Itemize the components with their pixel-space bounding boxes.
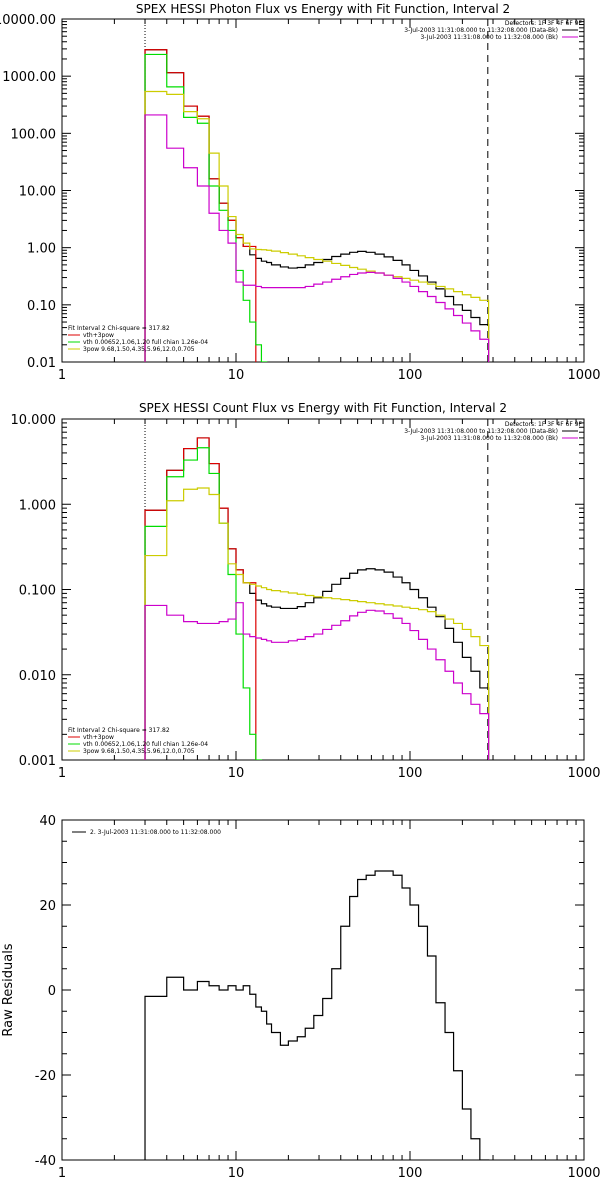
y-tick-label: 0 [48, 984, 56, 999]
top-legend-text: 3-Jul-2003 11:31:08.000 to 11:32:08.000 … [404, 27, 558, 34]
count-flux-panel: SPEX HESSI Count Flux vs Energy with Fit… [11, 401, 600, 781]
x-tick-label: 10 [228, 368, 245, 383]
series-line-c000000 [144, 437, 490, 760]
y-tick-label: 40 [39, 814, 56, 829]
x-tick-label: 1 [58, 1166, 66, 1181]
top-legend-text: 3-Jul-2003 11:31:08.000 to 11:32:08.000 … [420, 435, 558, 442]
x-tick-label: 10 [228, 766, 245, 781]
series-line-ccc00cc [144, 602, 490, 760]
count-flux-title: SPEX HESSI Count Flux vs Energy with Fit… [139, 401, 507, 415]
fit-legend-text: 3pow 9.68,1.50,4.35,5.96,12.0,0.705 [83, 748, 195, 755]
fit-legend-text: Fit Interval 2 Chi-square = 317.82 [68, 325, 170, 332]
y-tick-label: 0.010 [19, 669, 56, 684]
fit-legend-text: vth+3pow [83, 332, 114, 339]
top-legend-text: 3-Jul-2003 11:31:08.000 to 11:32:08.000 … [420, 34, 558, 41]
x-tick-label: 1000 [567, 368, 600, 383]
y-tick-label: 0.001 [19, 754, 56, 769]
x-tick-label: 100 [398, 1166, 423, 1181]
series-line-ccc00cc [144, 114, 490, 362]
top-legend-text: Detectors: 1F 3F 4F 6F 9F [505, 421, 583, 428]
y-tick-label: -40 [35, 1154, 56, 1169]
top-legend-text: Detectors: 1F 3F 4F 6F 9F [505, 20, 583, 27]
series-line-c00dd00 [144, 447, 263, 760]
x-tick-label: 100 [398, 766, 423, 781]
y-tick-label: 10000.00 [0, 13, 56, 28]
series-line-ccccc00 [144, 487, 490, 760]
fit-legend-text: vth 0.00652,1.06,1.20 full chian 1.26e-0… [83, 339, 208, 346]
photon-flux-title: SPEX HESSI Photon Flux vs Energy with Fi… [136, 2, 510, 16]
residuals-y-axis-label: Raw Residuals [1, 943, 16, 1036]
residuals-panel: Raw Residuals 1 10 100 1000 -40 -20 0 20 40 2. 3… [1, 814, 600, 1181]
series-line-c000000 [144, 49, 490, 362]
count-flux-plot-frame [61, 418, 585, 761]
y-tick-label: -20 [35, 1069, 56, 1084]
x-tick-label: 100 [398, 368, 423, 383]
y-tick-label: 1.00 [27, 242, 56, 257]
series-line-c00dd00 [144, 53, 268, 362]
fit-legend-text: 3pow 9.68,1.50,4.35,5.96,12.0,0.705 [83, 346, 195, 353]
y-tick-label: 10.00 [19, 185, 56, 200]
y-tick-label: 1.000 [19, 498, 56, 513]
y-tick-label: 0.100 [19, 584, 56, 599]
x-tick-label: 1000 [567, 766, 600, 781]
series-line-ccccc00 [144, 90, 490, 362]
residuals-plot-frame [61, 819, 585, 1161]
fit-legend-text: vth 0.00652,1.06,1.20 full chian 1.26e-0… [83, 741, 208, 748]
x-tick-label: 1 [58, 368, 66, 383]
photon-flux-plot-frame [61, 18, 585, 363]
y-tick-label: 100.00 [11, 127, 57, 142]
x-tick-label: 10 [228, 1166, 245, 1181]
y-tick-label: 0.10 [27, 299, 56, 314]
residuals-legend-text: 2. 3-Jul-2003 11:31:08.000 to 11:32:08.0… [90, 829, 221, 836]
top-legend-text: 3-Jul-2003 11:31:08.000 to 11:32:08.000 … [404, 428, 558, 435]
fit-legend-text: vth+3pow [83, 734, 114, 741]
series-line-c000000 [144, 870, 490, 1160]
series-line-cdd0000 [144, 49, 257, 362]
x-tick-label: 1000 [567, 1166, 600, 1181]
y-tick-label: 0.01 [27, 356, 56, 371]
y-tick-label: 1000.00 [2, 70, 56, 85]
y-tick-label: 10.000 [11, 413, 57, 428]
x-tick-label: 1 [58, 766, 66, 781]
fit-legend-text: Fit Interval 2 Chi-square = 317.82 [68, 727, 170, 734]
y-tick-label: 20 [39, 899, 56, 914]
photon-flux-panel: SPEX HESSI Photon Flux vs Energy with Fi… [0, 2, 600, 383]
